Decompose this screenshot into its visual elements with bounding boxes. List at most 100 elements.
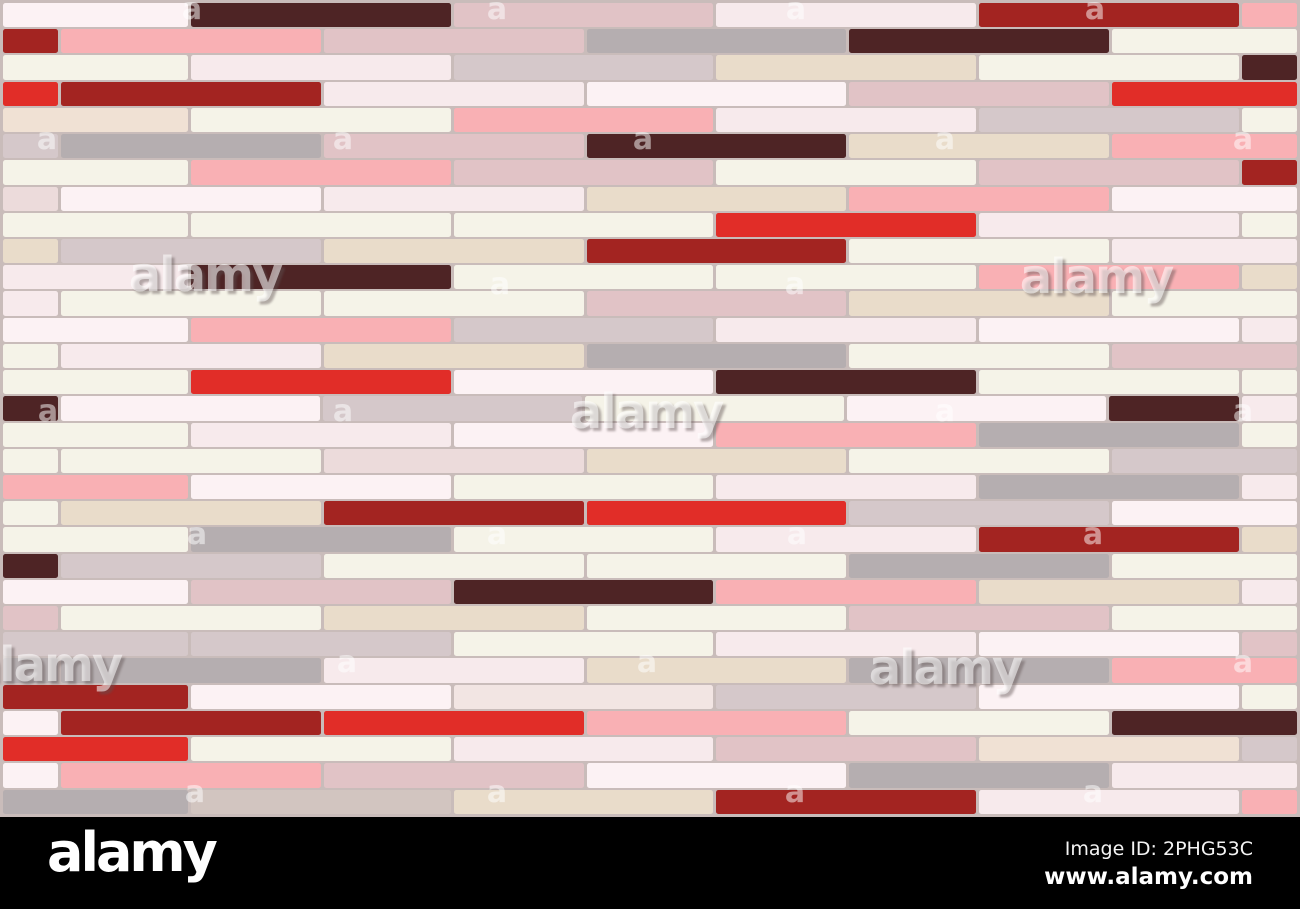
- alamy-logo: alamy: [47, 821, 218, 884]
- mosaic-row: [3, 186, 1297, 211]
- mosaic-row: [3, 763, 1297, 788]
- brick: [1112, 186, 1297, 211]
- brick: [453, 317, 714, 342]
- brick: [849, 238, 1110, 264]
- brick: [3, 710, 59, 736]
- brick: [190, 527, 451, 552]
- mosaic-row: [3, 3, 1297, 28]
- brick: [3, 422, 188, 447]
- brick: [849, 29, 1110, 54]
- brick: [1241, 684, 1297, 709]
- brick: [190, 212, 451, 237]
- brick: [716, 107, 977, 133]
- brick: [1241, 317, 1297, 342]
- brick: [586, 186, 847, 211]
- brick: [61, 710, 321, 736]
- brick: [190, 3, 451, 28]
- brick: [190, 737, 451, 762]
- brick: [3, 606, 59, 631]
- brick: [716, 789, 977, 814]
- brick-mosaic: [3, 3, 1297, 814]
- brick: [3, 160, 188, 185]
- brick: [453, 579, 714, 605]
- brick: [323, 553, 584, 578]
- brick: [586, 658, 847, 683]
- brick: [586, 448, 847, 473]
- brick: [979, 160, 1239, 185]
- mosaic-row: [3, 134, 1297, 159]
- brick: [979, 107, 1239, 133]
- brick: [323, 343, 584, 369]
- mosaic-row: [3, 710, 1297, 736]
- brick: [3, 474, 188, 500]
- brick: [323, 763, 584, 788]
- brick: [3, 763, 59, 788]
- brick: [1112, 81, 1297, 106]
- brick: [323, 186, 584, 211]
- brick: [323, 710, 584, 736]
- brick: [3, 632, 188, 657]
- brick: [323, 448, 584, 473]
- brick: [453, 370, 714, 395]
- brick: [453, 55, 714, 80]
- brick: [3, 107, 188, 133]
- brick: [453, 737, 714, 762]
- brick: [1241, 212, 1297, 237]
- brick: [716, 265, 977, 290]
- brick: [716, 632, 977, 657]
- mosaic-row: [3, 553, 1297, 578]
- brick: [323, 238, 584, 264]
- brick: [61, 134, 321, 159]
- brick: [847, 396, 1107, 421]
- brick: [979, 527, 1239, 552]
- brick: [585, 396, 845, 421]
- mosaic-row: [3, 501, 1297, 526]
- mosaic-row: [3, 789, 1297, 814]
- brick: [586, 553, 847, 578]
- brick: [453, 789, 714, 814]
- brick: [586, 501, 847, 526]
- brick: [3, 370, 188, 395]
- brick: [1241, 474, 1297, 500]
- mosaic-row: [3, 422, 1297, 447]
- brick: [3, 789, 188, 814]
- brick: [716, 579, 977, 605]
- brick: [849, 606, 1110, 631]
- brick: [716, 737, 977, 762]
- brick: [453, 474, 714, 500]
- brick: [586, 763, 847, 788]
- brick: [323, 396, 583, 421]
- brick: [1112, 238, 1297, 264]
- brick: [61, 448, 321, 473]
- brick: [190, 107, 451, 133]
- brick: [716, 527, 977, 552]
- brick: [61, 553, 321, 578]
- brick: [190, 370, 451, 395]
- brick: [1241, 632, 1297, 657]
- mosaic-row: [3, 317, 1297, 342]
- mosaic-row: [3, 55, 1297, 80]
- brick: [979, 632, 1239, 657]
- brick: [3, 291, 59, 316]
- brick: [586, 710, 847, 736]
- mosaic-row: [3, 684, 1297, 709]
- brick: [1242, 396, 1297, 421]
- brick: [586, 343, 847, 369]
- brick: [323, 291, 584, 316]
- brick: [849, 501, 1110, 526]
- brick: [1241, 579, 1297, 605]
- mosaic-row: [3, 291, 1297, 316]
- brick: [1241, 527, 1297, 552]
- brick: [1112, 710, 1297, 736]
- brick: [716, 160, 977, 185]
- brick: [453, 160, 714, 185]
- brick: [979, 737, 1239, 762]
- mosaic-row: [3, 29, 1297, 54]
- brick: [849, 763, 1110, 788]
- mosaic-row: [3, 527, 1297, 552]
- brick: [190, 684, 451, 709]
- brick: [716, 317, 977, 342]
- brick: [1112, 29, 1297, 54]
- brick: [3, 212, 188, 237]
